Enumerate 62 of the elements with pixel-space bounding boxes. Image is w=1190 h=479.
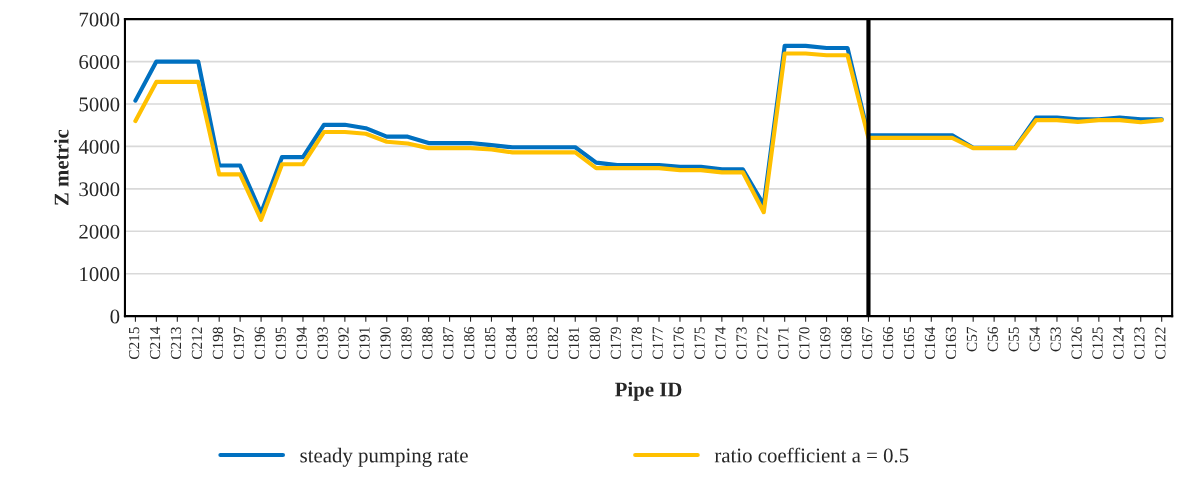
- x-tick-label: C215: [128, 327, 140, 360]
- x-tick-label: C213: [170, 327, 182, 360]
- x-tick-label: C57: [966, 327, 978, 352]
- x-tick-label: C198: [212, 327, 224, 360]
- x-tick-label: C122: [1155, 327, 1166, 360]
- x-tick-label: C169: [820, 327, 831, 360]
- x-tick-label: C183: [526, 327, 538, 360]
- x-tick-label: C174: [715, 326, 726, 360]
- y-tick-label: 3000: [79, 182, 120, 197]
- x-tick-label: C190: [380, 327, 391, 360]
- x-tick-label: C164: [924, 326, 936, 360]
- x-axis-title: Pipe ID: [615, 381, 682, 401]
- x-tick-label: C54: [1029, 326, 1040, 352]
- x-tick-label: C166: [882, 327, 894, 360]
- y-tick-label: 6000: [79, 54, 120, 70]
- x-tick-label: C168: [841, 327, 852, 360]
- x-tick-label: C165: [903, 327, 915, 360]
- x-tick-label: C214: [149, 326, 161, 360]
- x-tick-label: C172: [757, 327, 768, 360]
- x-tick-label: C191: [359, 327, 370, 360]
- x-tick-label: C182: [547, 327, 559, 360]
- x-tick-label: C178: [631, 327, 642, 360]
- x-tick-label: C192: [338, 327, 349, 360]
- x-tick-label: C180: [589, 327, 601, 360]
- x-tick-label: C189: [401, 327, 412, 360]
- x-tick-label: C55: [1008, 327, 1019, 352]
- x-tick-label: C195: [275, 327, 286, 360]
- y-tick-label: 5000: [79, 97, 120, 112]
- x-tick-label: C197: [233, 327, 244, 360]
- x-tick-label: C167: [862, 327, 873, 360]
- y-axis-title: Z metric: [53, 129, 69, 206]
- x-tick-label: C56: [987, 327, 998, 352]
- x-tick-label: C171: [778, 327, 789, 360]
- legend-label: ratio coefficient a = 0.5: [714, 447, 909, 463]
- x-tick-label: C170: [799, 327, 810, 360]
- x-tick-label: C123: [1134, 327, 1145, 360]
- x-tick-label: C126: [1071, 327, 1082, 360]
- x-tick-label: C188: [422, 327, 433, 360]
- x-tick-label: C124: [1113, 326, 1124, 360]
- y-tick-label: 2000: [79, 224, 120, 239]
- x-tick-label: C175: [694, 327, 705, 360]
- x-tick-label: C181: [568, 327, 580, 360]
- x-tick-label: C194: [296, 326, 307, 360]
- y-tick-label: 0: [110, 309, 120, 324]
- x-tick-label: C186: [464, 327, 475, 360]
- x-tick-label: C177: [652, 327, 663, 360]
- x-tick-label: C196: [254, 327, 265, 360]
- y-tick-label: 4000: [78, 139, 120, 154]
- legend-label: steady pumping rate: [300, 447, 468, 467]
- x-tick-label: C193: [317, 327, 328, 360]
- x-tick-label: C184: [505, 326, 517, 360]
- x-tick-label: C187: [443, 327, 454, 360]
- x-tick-label: C212: [191, 327, 203, 360]
- x-tick-label: C176: [673, 327, 684, 360]
- x-tick-label: C173: [736, 327, 747, 360]
- x-tick-label: C179: [610, 327, 621, 360]
- x-tick-label: C53: [1050, 327, 1061, 352]
- x-tick-label: C185: [484, 327, 496, 360]
- y-tick-label: 1000: [80, 267, 120, 282]
- x-tick-label: C125: [1092, 327, 1103, 360]
- y-tick-label: 7000: [79, 12, 120, 27]
- x-tick-label: C163: [945, 327, 957, 360]
